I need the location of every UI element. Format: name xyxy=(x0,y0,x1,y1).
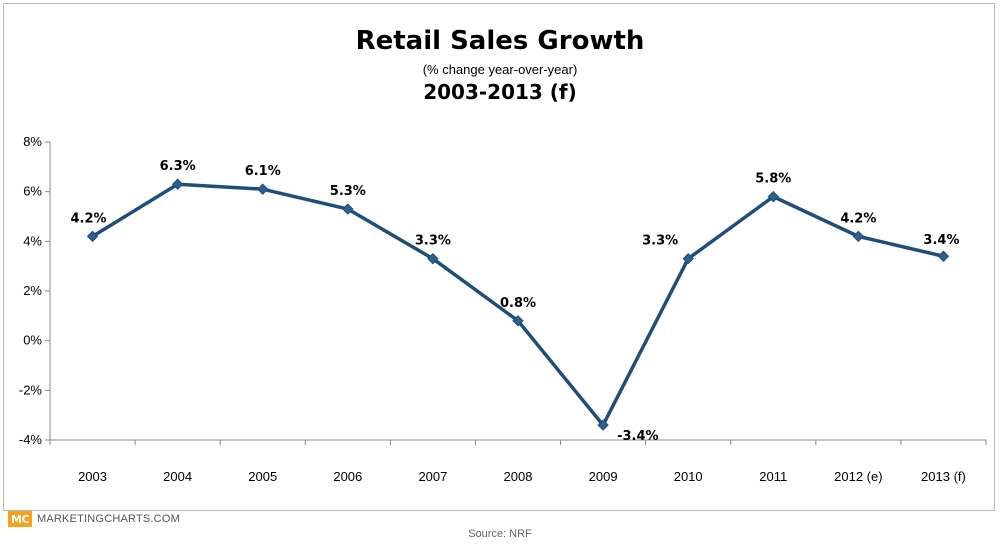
x-tick-label: 2007 xyxy=(418,469,447,484)
x-tick-label: 2012 (e) xyxy=(834,469,882,484)
data-point-marker xyxy=(512,315,524,327)
x-tick-label: 2011 xyxy=(759,469,787,484)
x-tick-label: 2005 xyxy=(248,469,277,484)
data-label: 3.4% xyxy=(923,233,959,248)
x-tick-label: 2004 xyxy=(163,469,192,484)
x-tick-label: 2003 xyxy=(78,469,107,484)
y-tick-label: 2% xyxy=(23,283,42,298)
chart-period: 2003-2013 (f) xyxy=(423,80,577,104)
data-point-marker xyxy=(342,203,354,215)
data-label: 3.3% xyxy=(415,234,451,249)
data-label: -3.4% xyxy=(617,429,658,444)
data-point-marker xyxy=(852,230,865,243)
y-tick-label: -2% xyxy=(19,382,43,397)
x-axis-ticks: 2003 2004 2005 2006 2007 2008 2009 2010 2011 2012… xyxy=(49,440,987,484)
data-label: 6.3% xyxy=(160,159,196,174)
data-point-marker xyxy=(937,250,950,262)
data-point-marker xyxy=(767,190,779,203)
x-tick-label: 2006 xyxy=(333,469,362,484)
chart-subtitle: (% change year-over-year) xyxy=(422,62,578,77)
data-labels: 4.2% 6.3% 6.1% 5.3% 3.3% 0.8% -3.4% 3.3% 5.8% 4.2… xyxy=(71,159,960,444)
data-point-marker xyxy=(86,230,99,243)
y-tick-label: 4% xyxy=(23,233,42,248)
data-point-marker xyxy=(597,419,609,431)
data-point-marker xyxy=(257,183,269,195)
data-label: 4.2% xyxy=(71,211,107,226)
chart-title: Retail Sales Growth xyxy=(355,26,645,56)
source-note: Source: NRF xyxy=(468,528,532,540)
y-axis-ticks: 8% 6% 4% 2% 0% -2% -4% xyxy=(19,134,50,447)
data-label: 0.8% xyxy=(500,296,536,311)
data-label: 3.3% xyxy=(642,234,678,249)
data-label: 4.2% xyxy=(840,211,876,226)
data-label: 5.8% xyxy=(755,172,791,187)
y-tick-label: 8% xyxy=(23,134,42,149)
data-point-marker xyxy=(427,253,439,265)
y-tick-label: -4% xyxy=(19,432,43,447)
data-label: 5.3% xyxy=(330,184,366,199)
x-tick-label: 2009 xyxy=(589,469,618,484)
y-tick-label: 6% xyxy=(23,184,42,199)
data-point-marker xyxy=(682,253,694,265)
brand-name: MARKETINGCHARTS.COM xyxy=(37,513,180,525)
data-point-marker xyxy=(171,178,184,190)
brand: MC MARKETINGCHARTS.COM xyxy=(8,511,180,527)
x-tick-label: 2010 xyxy=(674,469,703,484)
data-label: 6.1% xyxy=(245,164,281,179)
series-markers xyxy=(86,178,950,431)
y-tick-label: 0% xyxy=(23,333,42,348)
chart-frame xyxy=(3,3,995,511)
x-tick-label: 2013 (f) xyxy=(921,469,966,484)
x-tick-label: 2008 xyxy=(504,469,533,484)
marketingcharts-logo: MC xyxy=(8,511,32,527)
